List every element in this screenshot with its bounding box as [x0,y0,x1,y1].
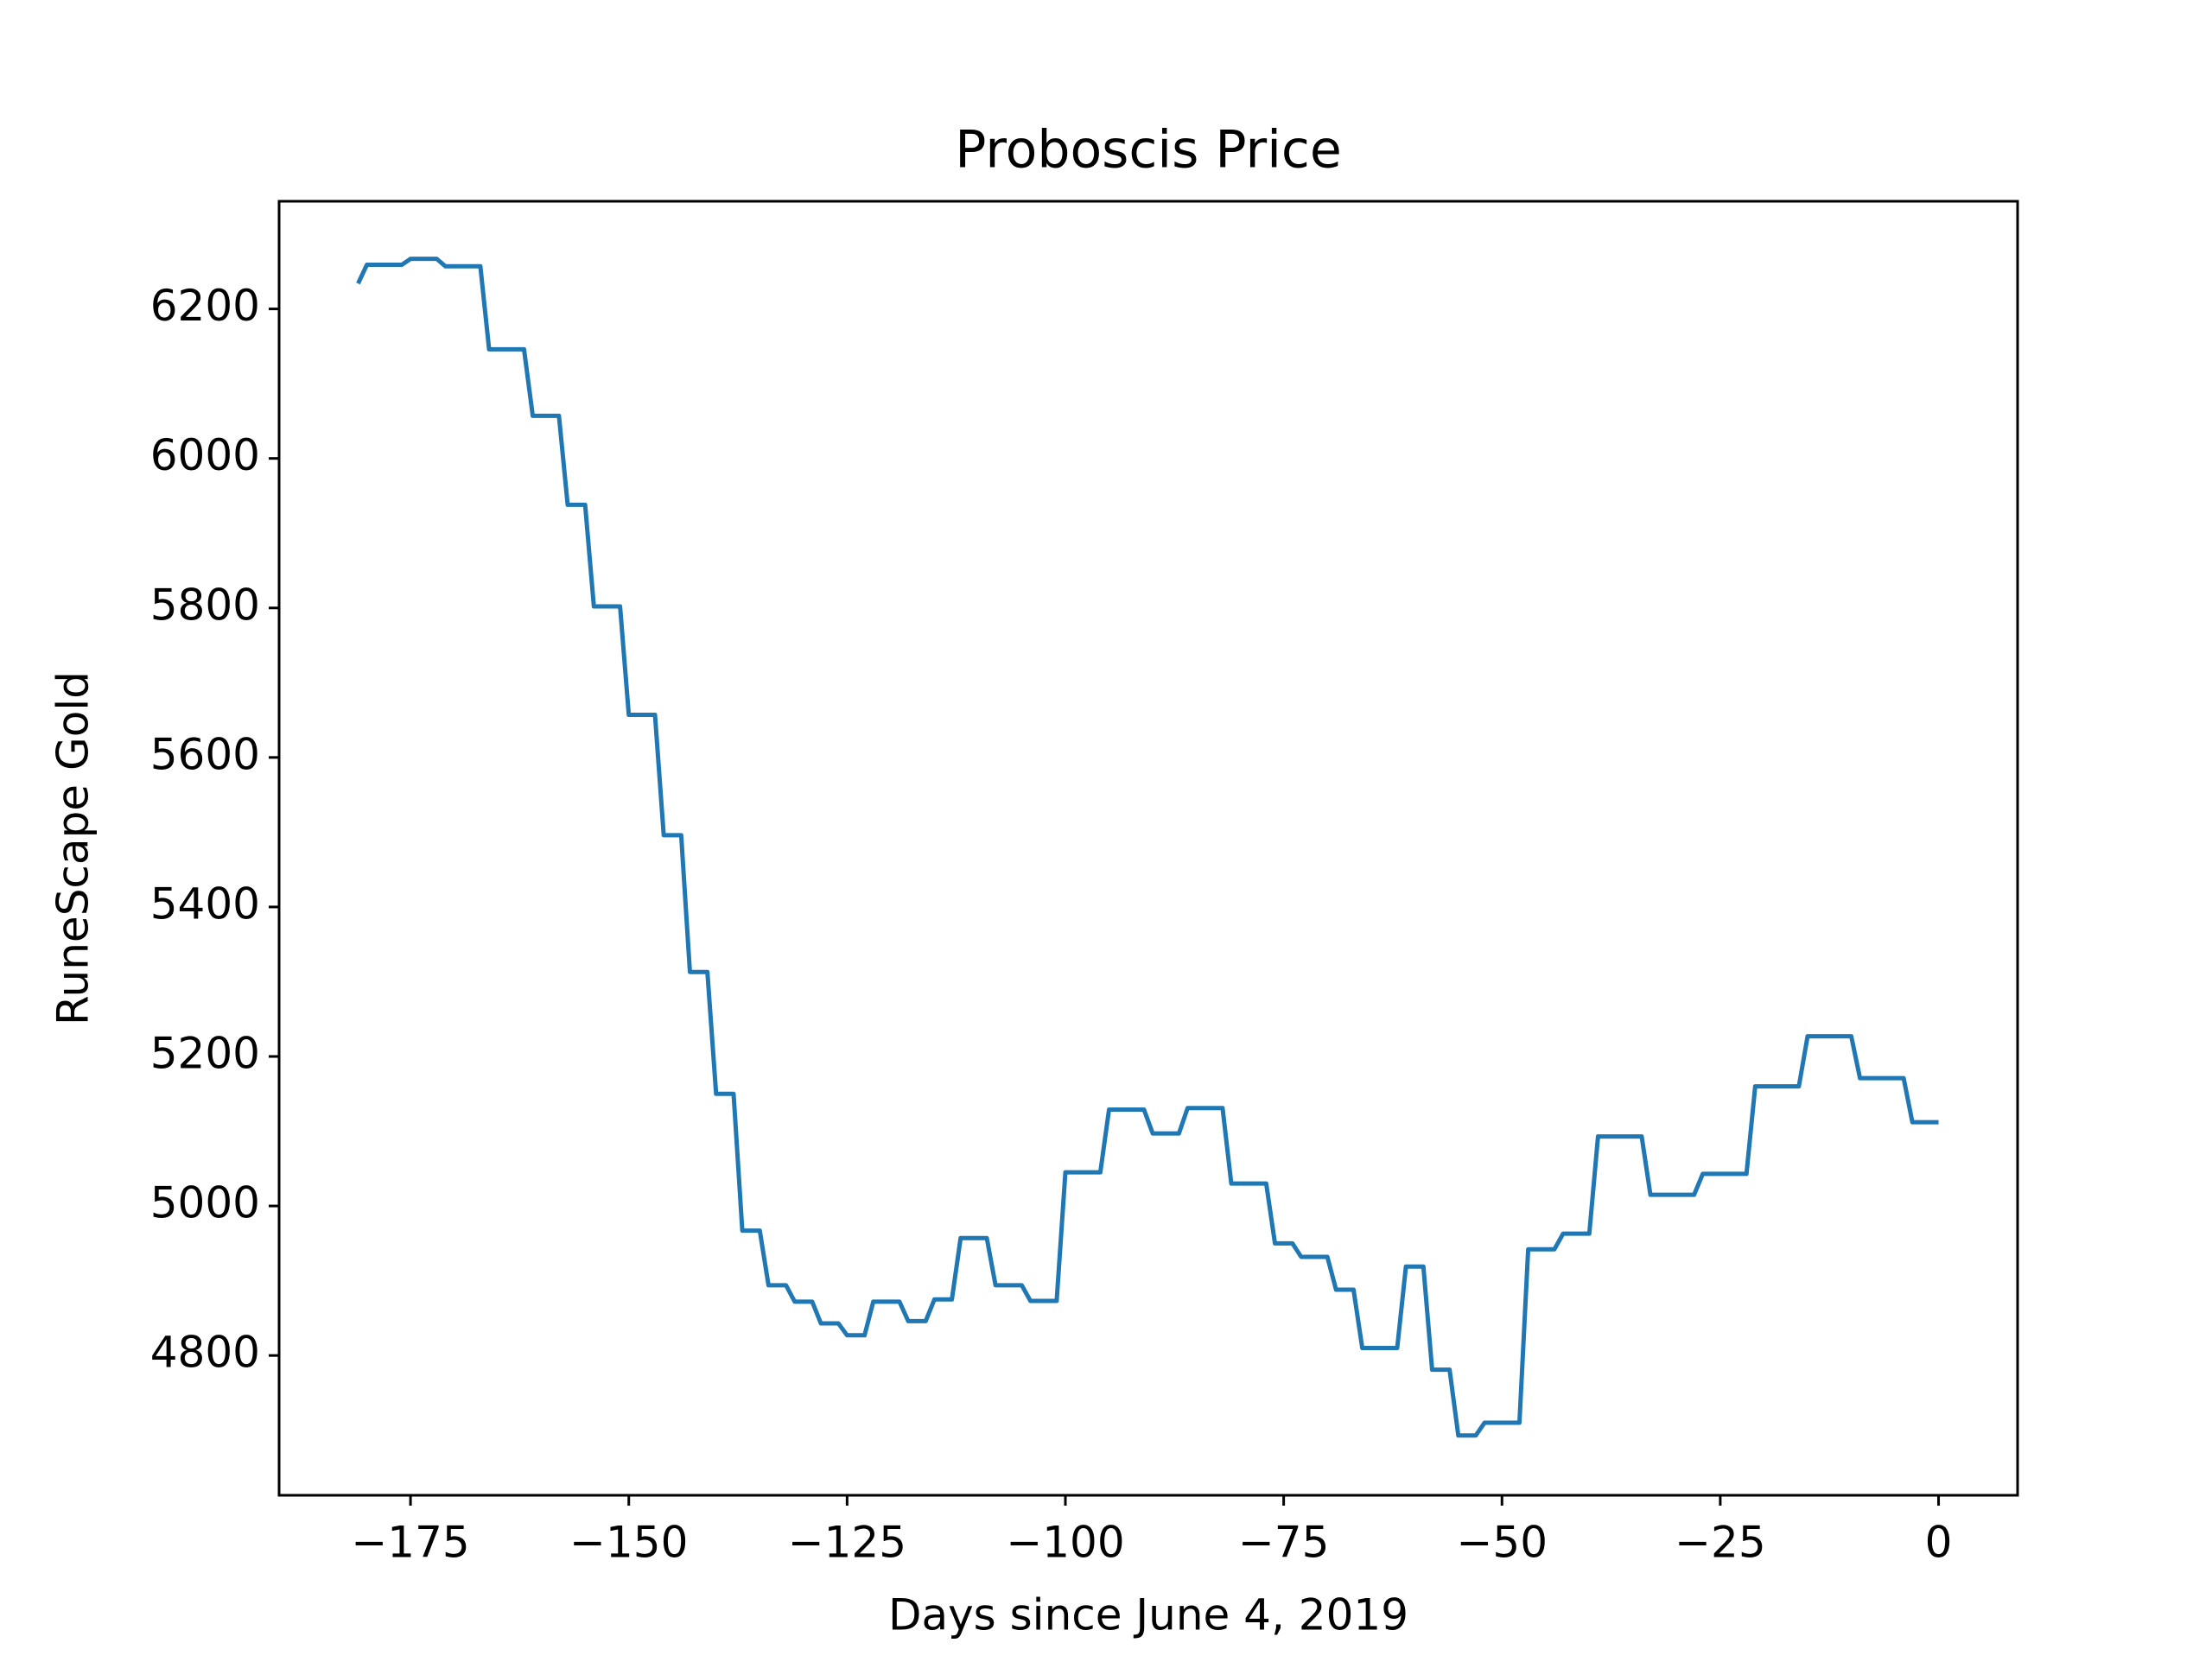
x-tick-label: −150 [569,1518,688,1568]
x-axis-label: Days since June 4, 2019 [888,1590,1408,1640]
chart-title: Proboscis Price [955,120,1342,181]
y-tick-label: 4800 [150,1328,260,1378]
x-tick-label: 0 [1925,1518,1953,1568]
x-tick-label: −25 [1675,1518,1766,1568]
y-tick-label: 5200 [150,1029,260,1079]
y-tick-label: 5600 [150,729,260,779]
x-tick-label: −50 [1457,1518,1548,1568]
x-tick-label: −100 [1006,1518,1124,1568]
plot-frame [277,200,2019,1497]
y-tick-label: 5000 [150,1178,260,1228]
x-tick-label: −75 [1238,1518,1330,1568]
price-line [356,257,1939,1438]
plot-area [356,257,1939,1438]
y-axis-label: RuneScape Gold [48,671,99,1025]
y-tick-label: 5800 [150,580,260,630]
y-tick-label: 5400 [150,879,260,929]
x-tick-label: −175 [351,1518,469,1568]
x-tick-label: −125 [788,1518,906,1568]
y-tick-label: 6200 [150,281,260,331]
y-tick-label: 6000 [150,430,260,480]
